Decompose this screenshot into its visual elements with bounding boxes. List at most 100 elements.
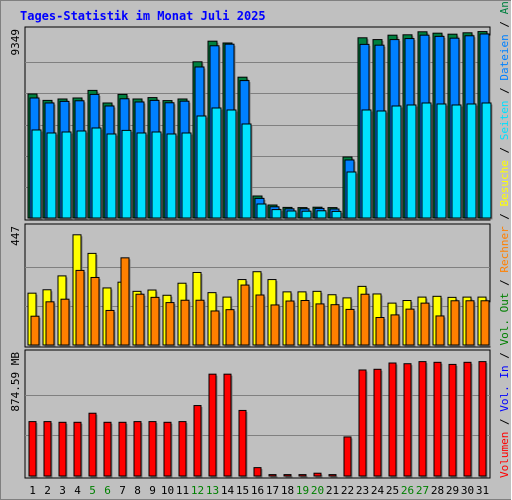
day-label-9: 9 — [149, 484, 156, 497]
day-label-20: 20 — [311, 484, 324, 497]
bar-volumen-day-9 — [148, 421, 157, 477]
day-label-22: 22 — [341, 484, 354, 497]
legend-part-13: / — [498, 14, 511, 34]
legend-part-2: Vol. In — [498, 365, 511, 411]
bar-seiten-day-5 — [91, 127, 102, 219]
bar-rechner-day-26 — [405, 308, 415, 346]
bar-rechner-day-7 — [120, 257, 130, 346]
bar-rechner-day-9 — [150, 296, 160, 346]
day-label-21: 21 — [326, 484, 339, 497]
bar-seiten-day-15 — [241, 123, 252, 219]
day-label-13: 13 — [206, 484, 219, 497]
panel-visits-max-label: 447 — [9, 226, 22, 246]
bar-rechner-day-2 — [45, 301, 55, 346]
bar-volumen-day-10 — [163, 421, 172, 477]
day-label-7: 7 — [119, 484, 126, 497]
day-label-31: 31 — [476, 484, 489, 497]
bar-volumen-day-8 — [133, 421, 142, 477]
bar-volumen-day-27 — [418, 361, 427, 477]
bar-rechner-day-6 — [105, 309, 115, 346]
bar-rechner-day-10 — [165, 302, 175, 346]
bar-volumen-day-18-shadow — [285, 476, 293, 478]
legend-part-9: / — [498, 140, 511, 160]
bar-volumen-day-17 — [268, 474, 277, 477]
day-label-23: 23 — [356, 484, 369, 497]
day-label-27: 27 — [416, 484, 429, 497]
day-label-10: 10 — [161, 484, 174, 497]
bar-seiten-day-6 — [106, 133, 117, 219]
bar-rechner-day-20 — [315, 303, 325, 346]
bar-seiten-day-7 — [121, 129, 132, 219]
legend-part-12: Dateien — [498, 34, 511, 80]
bar-seiten-day-13 — [211, 107, 222, 219]
bar-volumen-day-20 — [313, 472, 322, 477]
bar-volumen-day-28 — [433, 361, 442, 477]
bar-rechner-day-12 — [195, 299, 205, 346]
panel-hits: 9349 — [9, 26, 493, 221]
bar-seiten-day-22 — [346, 171, 357, 219]
bar-volumen-day-23 — [358, 369, 367, 477]
day-label-30: 30 — [461, 484, 474, 497]
bar-seiten-day-26 — [406, 104, 417, 219]
day-label-5: 5 — [89, 484, 96, 497]
panel-visits: 447 — [9, 223, 491, 348]
day-label-28: 28 — [431, 484, 444, 497]
bar-seiten-day-25 — [391, 105, 402, 219]
day-label-1: 1 — [29, 484, 36, 497]
bar-volumen-day-15 — [238, 409, 247, 477]
bar-rechner-day-16 — [255, 294, 265, 346]
day-label-29: 29 — [446, 484, 459, 497]
legend-part-4: Vol. Out — [498, 293, 511, 346]
bar-seiten-day-24 — [376, 110, 387, 219]
bar-rechner-day-25 — [390, 314, 400, 346]
bar-volumen-day-18 — [283, 474, 292, 477]
bar-seiten-day-28 — [436, 103, 447, 219]
bar-rechner-day-27 — [420, 302, 430, 346]
bar-volumen-day-7 — [118, 421, 127, 477]
legend-part-6: Rechner — [498, 226, 511, 273]
bar-rechner-day-3 — [60, 298, 70, 346]
day-label-4: 4 — [74, 484, 81, 497]
bar-rechner-day-23 — [360, 293, 370, 346]
bar-volumen-day-6 — [103, 421, 112, 477]
bar-volumen-day-1 — [28, 421, 37, 477]
chart-title: Tages-Statistik im Monat Juli 2025 — [20, 9, 266, 23]
bar-seiten-day-18 — [286, 210, 297, 219]
legend-part-7: / — [498, 206, 511, 226]
bar-volumen-day-30 — [463, 361, 472, 477]
bar-volumen-day-14 — [223, 373, 232, 477]
bar-volumen-day-26 — [403, 363, 412, 477]
bar-seiten-day-23 — [361, 109, 372, 219]
day-label-2: 2 — [44, 484, 51, 497]
bar-seiten-day-16 — [256, 203, 267, 219]
bar-volumen-day-25 — [388, 362, 397, 477]
bar-volumen-day-16 — [253, 467, 262, 477]
day-label-26: 26 — [401, 484, 414, 497]
bar-volumen-day-19-shadow — [300, 476, 308, 478]
legend-part-10: Seiten — [498, 100, 511, 140]
bar-volumen-day-12 — [193, 405, 202, 477]
bar-volumen-day-21-shadow — [330, 476, 338, 478]
bar-seiten-day-20 — [316, 210, 327, 219]
bar-seiten-day-29 — [451, 104, 462, 219]
bar-volumen-day-2 — [43, 421, 52, 477]
bar-volumen-day-11 — [178, 421, 187, 477]
day-label-14: 14 — [221, 484, 235, 497]
bar-volumen-day-22 — [343, 436, 352, 477]
bar-seiten-day-4 — [76, 130, 87, 219]
bar-volumen-day-4 — [73, 421, 82, 477]
bar-volumen-day-3 — [58, 421, 67, 477]
panel-volume-max-label: 874.59 MB — [9, 352, 22, 412]
legend-part-11: / — [498, 81, 511, 101]
bar-seiten-day-19 — [301, 210, 312, 219]
bar-rechner-day-19 — [300, 300, 310, 346]
day-label-8: 8 — [134, 484, 141, 497]
legend-part-5: / — [498, 273, 511, 293]
panel-volume: 874.59 MB — [9, 349, 491, 479]
bar-volumen-day-17-shadow — [270, 476, 278, 478]
day-label-12: 12 — [191, 484, 204, 497]
bar-seiten-day-14 — [226, 109, 237, 219]
bar-rechner-day-8 — [135, 293, 145, 346]
bar-rechner-day-1 — [30, 315, 40, 346]
